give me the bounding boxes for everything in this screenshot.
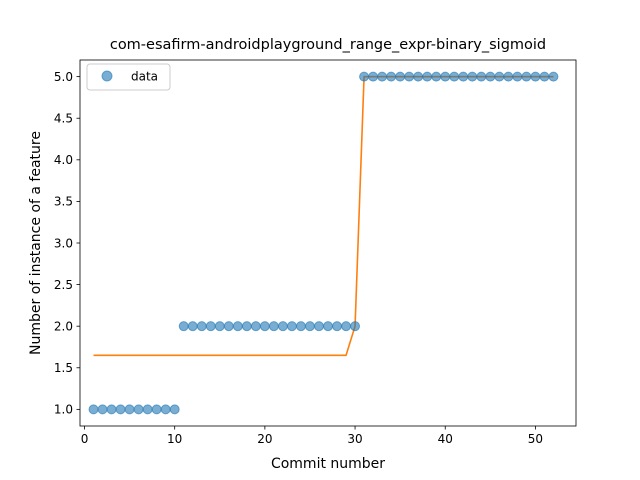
y-tick-label: 3.0 [54,236,73,250]
data-point [259,321,270,332]
data-point [467,71,478,82]
data-point [332,321,343,332]
data-point [386,71,397,82]
data-point [115,404,126,415]
y-tick-label: 5.0 [54,70,73,84]
data-point [205,321,216,332]
data-point [449,71,460,82]
data-point [512,71,523,82]
data-point [142,404,153,415]
data-point [494,71,505,82]
legend-box [86,63,171,91]
chart-title: com-esafirm-androidplayground_range_expr… [110,37,546,53]
data-point [440,71,451,82]
data-point [88,404,99,415]
data-point [422,71,433,82]
data-point [277,321,288,332]
legend: data [86,63,171,91]
legend-label-data: data [131,70,158,84]
y-tick-label: 1.5 [54,361,73,375]
data-point [313,321,324,332]
x-tick-label: 30 [347,432,362,446]
data-point [458,71,469,82]
data-point [503,71,514,82]
plot-background [80,60,576,426]
data-point [521,71,532,82]
y-tick-label: 3.5 [54,195,73,209]
data-point [187,321,198,332]
data-point [232,321,243,332]
data-point [304,321,315,332]
x-tick-label: 40 [438,432,453,446]
data-point [178,321,189,332]
data-point [250,321,261,332]
data-point [323,321,333,332]
data-point [350,321,361,332]
data-point [151,404,162,415]
data-point [196,321,207,332]
data-point [268,321,279,332]
data-point [431,71,442,82]
data-point [476,71,487,82]
y-axis-title: Number of instance of a feature [28,131,44,355]
data-point [97,404,108,415]
data-point [404,71,415,82]
data-point [548,71,559,82]
data-point [539,71,550,82]
x-axis-title: Commit number [271,456,385,472]
x-tick-label: 0 [81,432,89,446]
data-point [485,71,496,82]
data-point [106,404,117,415]
data-point [169,404,180,415]
data-point [223,321,234,332]
data-point [133,404,144,415]
data-point [530,71,541,82]
y-tick-label: 2.0 [54,319,73,333]
x-tick-label: 50 [528,432,543,446]
plot-area: 0 10 20 30 40 50 1.0 1.5 2.0 2.5 3.0 3.5 4.0 4.5 5.0 [54,59,577,446]
x-tick-label: 10 [167,432,182,446]
data-point [214,321,225,332]
data-point [286,321,297,332]
data-point [359,71,370,82]
y-tick-label: 2.5 [54,278,73,292]
y-tick-label: 1.0 [54,403,73,417]
y-tick-label: 4.0 [54,153,73,167]
data-point [160,404,171,415]
data-point [241,321,252,332]
data-point [124,404,135,415]
x-tick-label: 20 [257,432,272,446]
data-point [341,321,352,332]
data-point [368,71,379,82]
data-point [413,71,424,82]
data-point [395,71,406,82]
data-point [295,321,306,332]
legend-marker [101,70,113,82]
y-tick-label: 4.5 [54,112,73,126]
data-point [377,71,388,82]
